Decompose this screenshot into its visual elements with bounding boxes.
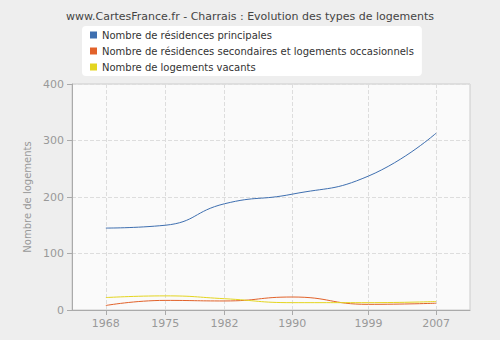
svg-text:1968: 1968 [92,317,120,330]
svg-text:1990: 1990 [278,317,306,330]
svg-text:Nombre de résidences principal: Nombre de résidences principales [102,30,272,41]
svg-text:Nombre de logements: Nombre de logements [22,141,33,252]
svg-text:www.CartesFrance.fr - Charrais: www.CartesFrance.fr - Charrais : Evoluti… [66,10,434,23]
svg-text:100: 100 [43,247,64,260]
svg-text:200: 200 [43,191,64,204]
svg-text:400: 400 [43,78,64,91]
svg-text:1975: 1975 [151,317,179,330]
svg-text:Nombre de logements vacants: Nombre de logements vacants [102,62,256,73]
svg-text:300: 300 [43,134,64,147]
svg-text:1982: 1982 [210,317,238,330]
svg-text:1999: 1999 [354,317,382,330]
svg-text:0: 0 [57,304,64,317]
svg-text:2007: 2007 [422,317,450,330]
svg-text:Nombre de résidences secondair: Nombre de résidences secondaires et loge… [102,46,414,57]
